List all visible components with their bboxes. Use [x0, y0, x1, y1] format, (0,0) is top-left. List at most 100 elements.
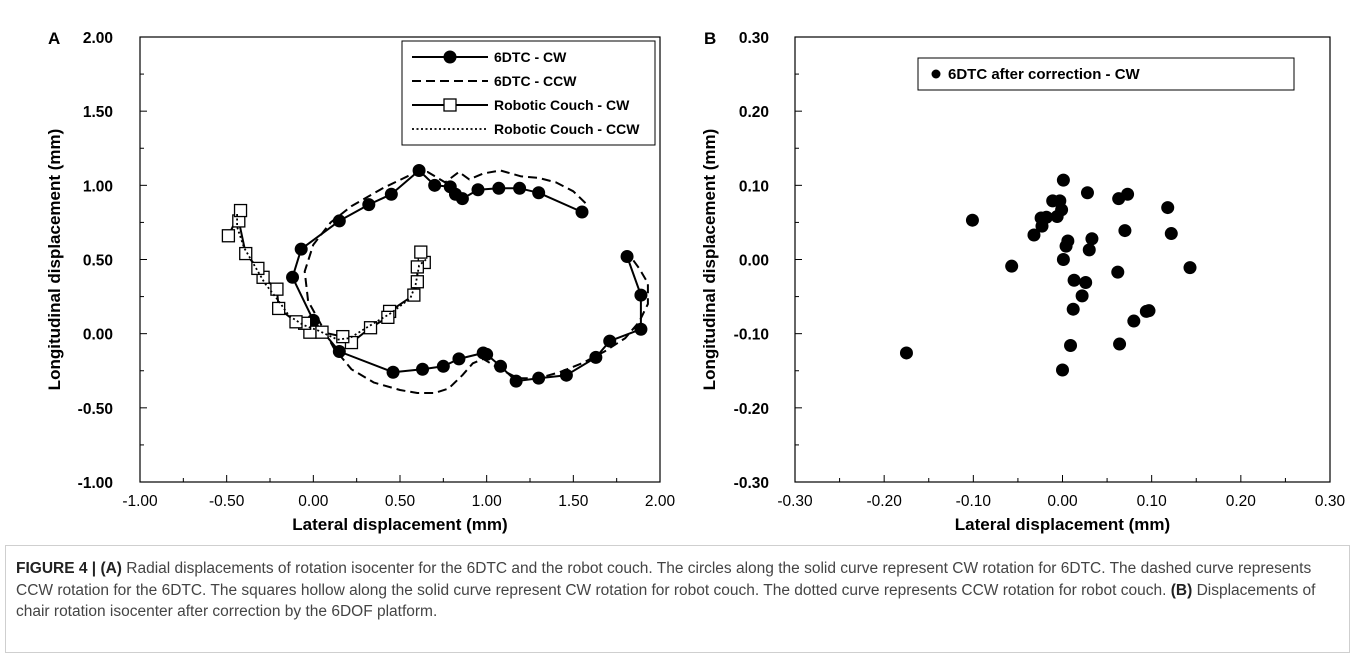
series-1 [303, 169, 649, 394]
data-point [332, 344, 346, 358]
legend-box [917, 57, 1295, 91]
x-tick-label: 0.50 [385, 493, 416, 510]
data-point [1161, 201, 1175, 215]
data-point [1056, 253, 1070, 266]
x-tick-label: 0.20 [1226, 493, 1257, 510]
y-tick-label: -0.20 [734, 401, 769, 418]
x-tick-label: 1.50 [558, 493, 589, 510]
data-point [1164, 227, 1178, 241]
x-tick-label: 2.00 [645, 493, 676, 510]
data-point [289, 315, 303, 329]
y-tick-label: 0.20 [739, 104, 769, 121]
y-tick-label: 1.00 [83, 178, 113, 195]
data-point [362, 198, 376, 212]
data-point [221, 229, 236, 243]
data-point [1035, 219, 1049, 233]
x-axis-title: Lateral displacement (mm) [955, 515, 1170, 534]
y-tick-label: 0.30 [739, 30, 769, 47]
data-point [272, 301, 286, 316]
data-point [965, 213, 979, 227]
data-point [1127, 314, 1141, 328]
data-point [1059, 239, 1073, 253]
data-point [386, 365, 400, 379]
legend-marker [931, 69, 941, 79]
data-point [428, 178, 442, 192]
x-tick-label: 1.00 [472, 493, 503, 510]
legend-label: Robotic Couch - CW [494, 97, 630, 113]
y-tick-label: 0.10 [739, 178, 769, 195]
data-point [532, 186, 546, 200]
legend-marker [443, 98, 457, 112]
panel-b-chart: -0.30 -0.20 -0.10 0.00 0.10 0.20 0.30 -0.30 -0.2… [700, 29, 1345, 534]
y-axis-title: Longitudinal displacement (mm) [700, 129, 719, 391]
panel-letter: A [48, 29, 60, 48]
data-point [1027, 228, 1041, 242]
data-point [1080, 186, 1094, 200]
data-point [1075, 289, 1089, 303]
x-axis-title: Lateral displacement (mm) [292, 515, 507, 534]
data-point [1139, 304, 1153, 318]
data-point [436, 359, 450, 373]
series-2 [221, 203, 431, 350]
y-tick-label: 0.00 [83, 327, 113, 344]
legend: 6DTC - CW 6DTC - CCW Robotic Couch - CW Rob… [401, 40, 656, 146]
legend-marker [443, 50, 457, 64]
x-tick-label: 0.30 [1315, 493, 1346, 510]
legend-label: 6DTC - CCW [494, 73, 577, 89]
data-point [233, 203, 248, 218]
panel-a-chart: -1.00 -0.50 0.00 0.50 1.00 1.50 2.00 -1.00 -0.50… [45, 29, 675, 534]
data-point [1056, 363, 1069, 377]
series-0 [899, 173, 1197, 377]
y-tick-label: 2.00 [83, 30, 113, 47]
data-point [294, 242, 308, 256]
data-point [634, 322, 648, 336]
panel-letter: B [704, 29, 716, 48]
caption-a-text: Radial displacements of rotation isocent… [16, 560, 1312, 599]
y-tick-label: -0.10 [734, 327, 769, 344]
data-point [471, 183, 485, 197]
data-point [634, 288, 648, 302]
y-tick-label: 1.50 [83, 104, 113, 121]
legend-label: Robotic Couch - CCW [494, 121, 640, 137]
legend: 6DTC after correction - CW [917, 57, 1295, 91]
x-tick-label: 0.00 [1047, 493, 1078, 510]
y-tick-label: -0.50 [78, 401, 113, 418]
caption-b-text: Displacements of chair rotation isocente… [16, 581, 1316, 621]
data-point [494, 359, 508, 373]
x-tick-label: -0.20 [866, 493, 902, 510]
figure-canvas: -1.00 -0.50 0.00 0.50 1.00 1.50 2.00 -1.00 -0.50… [45, 29, 1345, 534]
caption-figure-label: FIGURE 4 | [16, 560, 97, 577]
data-point [1085, 232, 1099, 246]
data-point [1064, 339, 1078, 353]
x-tick-label: -0.30 [777, 493, 813, 510]
data-point [1079, 275, 1093, 289]
data-point [270, 282, 284, 296]
caption-text: FIGURE 4 | (A) Radial displacements of r… [16, 558, 1335, 623]
data-point [603, 334, 617, 348]
data-point [1112, 192, 1126, 206]
series-3 [236, 212, 427, 341]
data-point [1050, 209, 1064, 223]
data-point [332, 214, 346, 228]
series-line [303, 169, 649, 394]
caption-b-label: (B) [1170, 581, 1193, 599]
y-tick-label: -1.00 [78, 475, 113, 492]
data-point [559, 368, 573, 382]
y-tick-label: 0.50 [83, 253, 113, 270]
data-point [410, 275, 424, 289]
series-0 [286, 164, 648, 388]
data-point [513, 181, 527, 195]
data-point [1183, 261, 1197, 275]
data-point [620, 250, 634, 264]
data-point [443, 180, 457, 194]
data-point [1111, 265, 1125, 279]
data-point [407, 288, 421, 302]
y-axis-title: Longitudinal displacement (mm) [45, 129, 64, 391]
x-tick-label: 0.10 [1137, 493, 1168, 510]
data-point [1005, 259, 1019, 273]
data-point [575, 205, 589, 219]
data-point [1118, 224, 1132, 238]
data-point [899, 346, 913, 360]
data-point [239, 246, 253, 261]
data-point [384, 187, 398, 201]
